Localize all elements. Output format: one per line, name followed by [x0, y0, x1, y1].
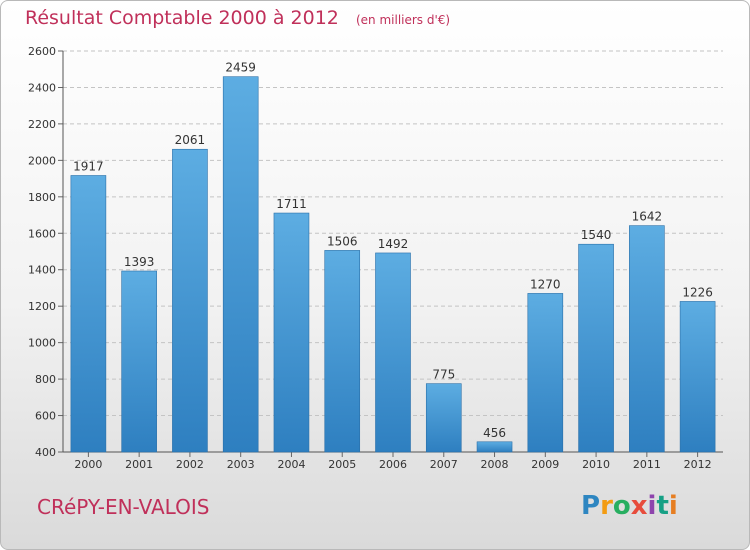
x-tick-label-2008: 2008	[481, 458, 509, 471]
x-tick-label-2010: 2010	[582, 458, 610, 471]
x-tick-label-2009: 2009	[531, 458, 559, 471]
value-label-2003: 2459	[225, 61, 256, 75]
municipality-name: CRéPY-EN-VALOIS	[37, 495, 210, 519]
bar-2006	[375, 252, 411, 453]
y-tick-label: 2600	[28, 45, 56, 58]
bar-2010	[578, 243, 614, 453]
value-label-2009: 1270	[530, 277, 561, 291]
value-label-2010: 1540	[581, 228, 612, 242]
y-tick-label: 2000	[28, 154, 56, 167]
value-label-2008: 456	[483, 426, 506, 440]
y-tick-label: 1000	[28, 337, 56, 350]
x-tick-label-2006: 2006	[379, 458, 407, 471]
value-label-2007: 775	[432, 368, 455, 382]
x-tick-label-2000: 2000	[74, 458, 102, 471]
bar-2012	[679, 301, 716, 453]
y-tick-label: 400	[35, 446, 56, 459]
y-tick-label: 1400	[28, 264, 56, 277]
bar-2000	[70, 175, 107, 453]
y-tick-label: 600	[35, 410, 56, 423]
chart-subtitle: (en milliers d'€)	[355, 13, 451, 27]
value-label-2000: 1917	[73, 159, 104, 173]
bar-2011	[629, 225, 665, 453]
x-tick-label-2011: 2011	[633, 458, 661, 471]
y-tick-label: 800	[35, 373, 56, 386]
y-tick-label: 2200	[28, 118, 56, 131]
value-label-2004: 1711	[276, 197, 307, 211]
x-tick-label-2005: 2005	[328, 458, 356, 471]
title-row: Résultat Comptable 2000 à 2012 (en milli…	[25, 7, 450, 29]
bar-2008	[476, 441, 513, 453]
proxiti-logo[interactable]: Proxiti	[581, 491, 678, 521]
bar-2001	[121, 270, 157, 453]
value-label-2012: 1226	[682, 285, 713, 299]
chart-title: Résultat Comptable 2000 à 2012	[25, 7, 339, 29]
x-tick-label-2003: 2003	[227, 458, 255, 471]
x-tick-label-2007: 2007	[430, 458, 458, 471]
value-label-2001: 1393	[124, 255, 155, 269]
value-label-2011: 1642	[632, 210, 663, 224]
value-label-2005: 1506	[327, 234, 358, 248]
x-tick-label-2004: 2004	[277, 458, 305, 471]
x-tick-label-2002: 2002	[176, 458, 204, 471]
y-tick-label: 2400	[28, 81, 56, 94]
value-label-2006: 1492	[378, 237, 409, 251]
bar-2007	[425, 383, 462, 453]
bar-2009	[527, 293, 564, 453]
bar-2004	[273, 212, 310, 453]
bar-2005	[324, 250, 361, 453]
y-tick-label: 1200	[28, 300, 56, 313]
bar-2003	[222, 76, 259, 453]
bar-2002	[172, 148, 208, 453]
y-tick-label: 1800	[28, 191, 56, 204]
value-label-2002: 2061	[175, 133, 206, 147]
x-tick-label-2001: 2001	[125, 458, 153, 471]
x-tick-label-2012: 2012	[684, 458, 712, 471]
y-tick-label: 1600	[28, 227, 56, 240]
